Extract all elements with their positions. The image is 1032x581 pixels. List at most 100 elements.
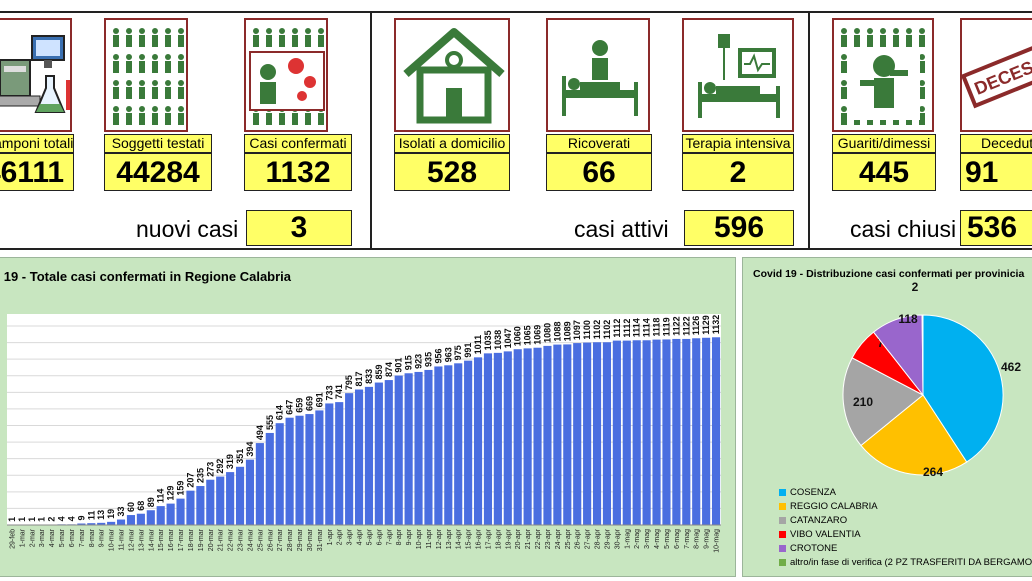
bar — [573, 343, 582, 525]
data-label: 817 — [354, 371, 364, 386]
person-figure — [906, 28, 912, 47]
bar — [97, 522, 106, 525]
summary-value-casi-chiusi: 536 — [960, 210, 1032, 246]
tick-label: 10-apr — [416, 528, 423, 549]
data-label: 669 — [304, 396, 314, 411]
pie-chart: 462264210761182 — [842, 280, 1021, 479]
person-figure — [152, 28, 158, 47]
bar — [692, 338, 701, 525]
data-label: 235 — [195, 468, 205, 483]
bar — [196, 486, 205, 525]
person-figure — [178, 80, 184, 99]
bar — [592, 342, 602, 525]
kpi-value-deceduti: 91 — [960, 153, 1032, 191]
tick-label: 5-mar — [59, 528, 66, 547]
recovered-person-icon — [832, 18, 934, 132]
bar — [553, 344, 562, 525]
data-label: 9 — [76, 515, 86, 520]
tick-label: 3-mag — [644, 529, 651, 549]
section-separator-1 — [370, 11, 372, 249]
data-label: 1 — [17, 517, 27, 522]
data-label: 1122 — [681, 316, 691, 336]
person-figure — [919, 106, 925, 125]
person-figure — [139, 106, 145, 125]
tick-label: 15-apr — [466, 528, 473, 549]
tick-label: 31-mar — [317, 528, 324, 551]
bar — [414, 371, 423, 525]
tick-label: 4-mar — [49, 528, 56, 547]
slice-label: 2 — [912, 280, 919, 294]
tick-label: 27-mar — [277, 528, 284, 551]
person-figure — [841, 28, 847, 47]
bar — [186, 490, 195, 525]
tick-label: 2-mag — [634, 529, 641, 549]
tick-label: 9-mar — [99, 528, 106, 547]
person-figure — [139, 54, 145, 73]
bar — [483, 353, 493, 525]
bar — [662, 339, 671, 525]
tick-label: 6-apr — [376, 528, 383, 545]
data-label: 1038 — [493, 330, 503, 350]
bar — [404, 373, 413, 525]
data-label: 60 — [126, 502, 136, 512]
data-label: 659 — [295, 398, 305, 413]
tick-label: 2-apr — [337, 528, 344, 545]
bar — [563, 344, 572, 525]
bar — [394, 375, 403, 525]
data-label: 1122 — [671, 316, 681, 336]
bar — [305, 414, 314, 525]
bar — [364, 386, 374, 525]
pie-chart-title: Covid 19 - Distribuzione casi confermati… — [753, 268, 1025, 280]
data-label: 647 — [285, 400, 295, 415]
kpi-value-terapia: 2 — [682, 153, 794, 191]
tick-label: 25-mar — [257, 528, 264, 551]
tick-label: 29-apr — [604, 528, 611, 549]
bar — [513, 349, 522, 525]
person-figure — [266, 28, 272, 47]
tick-label: 12-apr — [436, 528, 443, 549]
tick-label: 19-mar — [198, 528, 205, 551]
person-figure — [165, 54, 171, 73]
tick-label: 27-apr — [585, 528, 592, 549]
person-figure — [126, 106, 132, 125]
data-label: 292 — [215, 459, 225, 474]
legend-label: COSENZA — [790, 487, 836, 498]
tick-label: 11-mar — [119, 528, 126, 550]
person-figure — [126, 28, 132, 47]
bar — [126, 515, 136, 525]
legend-item: altro/in fase di verifica (2 PZ TRASFERI… — [779, 557, 1032, 568]
data-label: 1088 — [552, 322, 562, 342]
bar — [642, 340, 651, 525]
summary-value-casi-attivi: 596 — [684, 210, 794, 246]
tick-label: 13-mar — [138, 528, 145, 551]
kpi-value-tamponi: 46111 — [0, 153, 74, 191]
bar — [315, 410, 324, 525]
data-label: 19 — [106, 509, 116, 519]
data-label: 394 — [245, 442, 255, 457]
data-label: 1112 — [612, 319, 622, 338]
slice-label: 462 — [1001, 360, 1021, 374]
tick-label: 28-mar — [287, 528, 294, 551]
data-label: 1102 — [602, 320, 612, 340]
bar — [424, 369, 433, 525]
person-figure — [113, 80, 119, 99]
section-separator-2 — [808, 11, 810, 249]
pie-slice — [842, 357, 924, 447]
tick-label: 20-mar — [208, 528, 215, 551]
person-figure — [854, 28, 860, 47]
bar — [543, 345, 552, 525]
data-label: 1011 — [473, 335, 483, 355]
pie-slice — [921, 314, 924, 396]
tick-label: 22-mar — [228, 528, 235, 551]
bar — [503, 351, 512, 525]
person-figure — [292, 28, 298, 47]
kpi-label-ricoverati: Ricoverati — [546, 134, 652, 153]
data-label: 1100 — [582, 320, 592, 340]
legend-label: CATANZARO — [790, 515, 848, 526]
legend-label: CROTONE — [790, 543, 838, 554]
people-group-icon — [104, 18, 188, 132]
data-label: 1112 — [622, 319, 632, 338]
tick-label: 7-mar — [79, 528, 86, 547]
person-figure — [318, 28, 324, 47]
person-figure — [126, 80, 132, 99]
